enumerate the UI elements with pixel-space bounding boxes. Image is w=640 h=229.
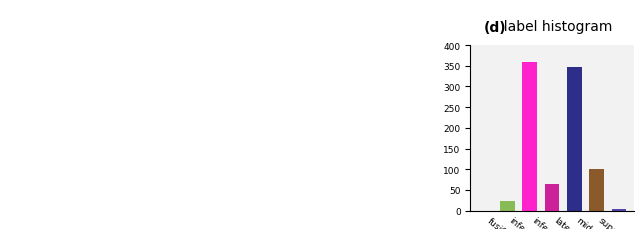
Text: label histogram: label histogram (495, 20, 612, 34)
Text: (d): (d) (483, 20, 506, 34)
Bar (567, 67, 582, 211)
Bar (522, 63, 537, 211)
Bar (500, 202, 515, 211)
Bar (589, 169, 604, 211)
Bar (612, 209, 626, 211)
Bar (545, 184, 559, 211)
